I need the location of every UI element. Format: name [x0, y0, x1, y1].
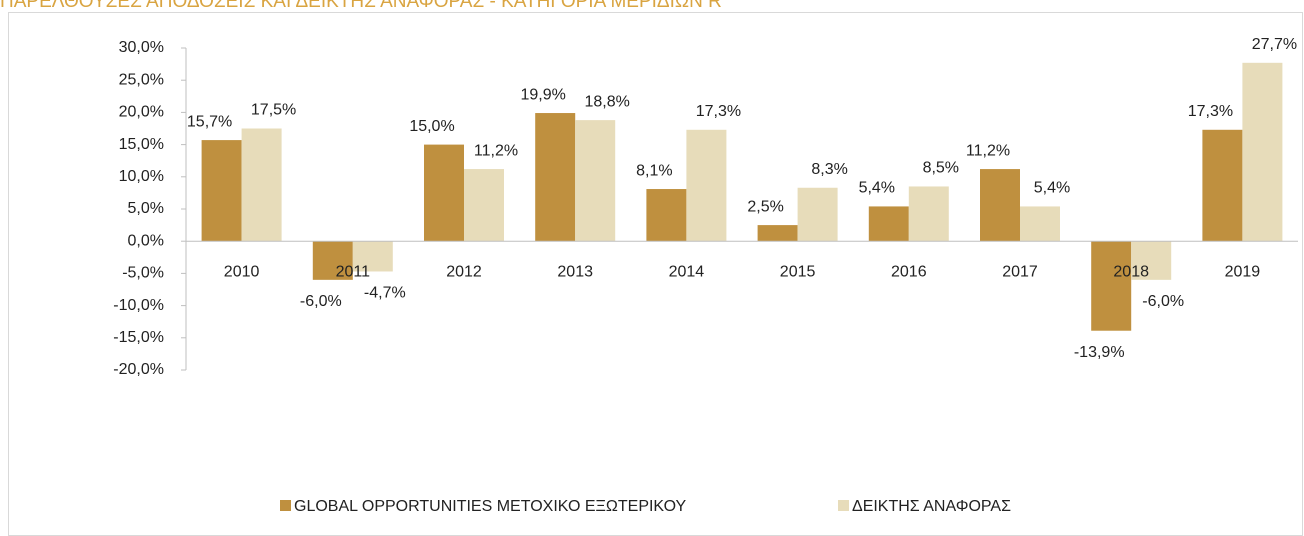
- bar: [464, 169, 504, 242]
- bar: [352, 241, 393, 272]
- y-tick-label: -5,0%: [122, 265, 164, 282]
- x-tick-label: 2018: [1113, 263, 1149, 280]
- data-label: 15,7%: [187, 113, 232, 130]
- data-label: 8,5%: [923, 160, 959, 177]
- y-tick-label: -20,0%: [113, 361, 164, 378]
- legend-swatch: [280, 500, 291, 511]
- x-tick-label: 2015: [780, 263, 816, 280]
- y-tick-label: 20,0%: [119, 104, 164, 121]
- bar: [201, 140, 242, 242]
- legend-label: GLOBAL OPPORTUNITIES ΜΕΤΟΧΙΚΟ ΕΞΩΤΕΡΙΚΟΥ: [294, 498, 687, 515]
- y-tick-label: -10,0%: [113, 297, 164, 314]
- bar: [424, 144, 464, 242]
- x-tick-label: 2014: [669, 263, 705, 280]
- bar: [646, 189, 687, 242]
- data-label: 5,4%: [859, 180, 895, 197]
- y-tick-label: 30,0%: [119, 39, 164, 56]
- y-tick-label: 0,0%: [128, 232, 164, 249]
- data-label: 15,0%: [409, 118, 454, 135]
- bar: [1131, 241, 1172, 280]
- bar: [575, 120, 616, 242]
- data-label: 18,8%: [585, 93, 630, 110]
- data-label: 11,2%: [474, 142, 518, 159]
- data-label: 5,4%: [1034, 180, 1070, 197]
- y-tick-label: 15,0%: [119, 136, 164, 153]
- bar: [797, 187, 838, 242]
- data-label: -13,9%: [1074, 344, 1125, 361]
- x-tick-label: 2012: [446, 263, 482, 280]
- data-label: -6,0%: [300, 293, 342, 310]
- bar: [686, 129, 727, 242]
- x-tick-label: 2011: [336, 263, 371, 280]
- bar: [241, 128, 282, 242]
- x-tick-label: 2016: [891, 263, 927, 280]
- data-label: 17,3%: [696, 103, 741, 120]
- bar: [757, 225, 798, 242]
- data-label: -4,7%: [364, 285, 406, 302]
- bar: [1091, 241, 1132, 331]
- data-label: 17,5%: [251, 102, 296, 119]
- y-tick-label: 10,0%: [119, 168, 164, 185]
- data-label: 2,5%: [747, 198, 783, 215]
- chart-title: ΠΑΡΕΛΘΟΥΣΕΣ ΑΠΟΔΟΣΕΙΣ ΚΑΙ ΔΕΙΚΤΗΣ ΑΝΑΦΟΡ…: [0, 0, 722, 12]
- x-tick-label: 2017: [1002, 263, 1038, 280]
- legend-swatch: [838, 500, 849, 511]
- bar: [980, 169, 1020, 242]
- bar: [312, 241, 353, 280]
- x-tick-label: 2013: [557, 263, 593, 280]
- data-label: 17,3%: [1188, 103, 1233, 120]
- bar: [868, 206, 909, 242]
- bar: [535, 113, 576, 242]
- data-label: 11,2%: [966, 142, 1010, 159]
- y-tick-label: 25,0%: [119, 71, 164, 88]
- x-tick-label: 2010: [224, 263, 260, 280]
- data-label: 8,3%: [811, 161, 847, 178]
- bar: [1202, 129, 1243, 242]
- data-label: 19,9%: [521, 86, 566, 103]
- y-tick-label: -15,0%: [113, 329, 164, 346]
- data-label: -6,0%: [1142, 293, 1184, 310]
- y-tick-label: 5,0%: [128, 200, 164, 217]
- bar: [1242, 62, 1283, 242]
- legend-label: ΔΕΙΚΤΗΣ ΑΝΑΦΟΡΑΣ: [852, 498, 1011, 515]
- bar: [908, 186, 949, 242]
- x-tick-label: 2019: [1225, 263, 1261, 280]
- data-label: 27,7%: [1252, 36, 1297, 53]
- bar: [1020, 206, 1060, 242]
- data-label: 8,1%: [636, 162, 672, 179]
